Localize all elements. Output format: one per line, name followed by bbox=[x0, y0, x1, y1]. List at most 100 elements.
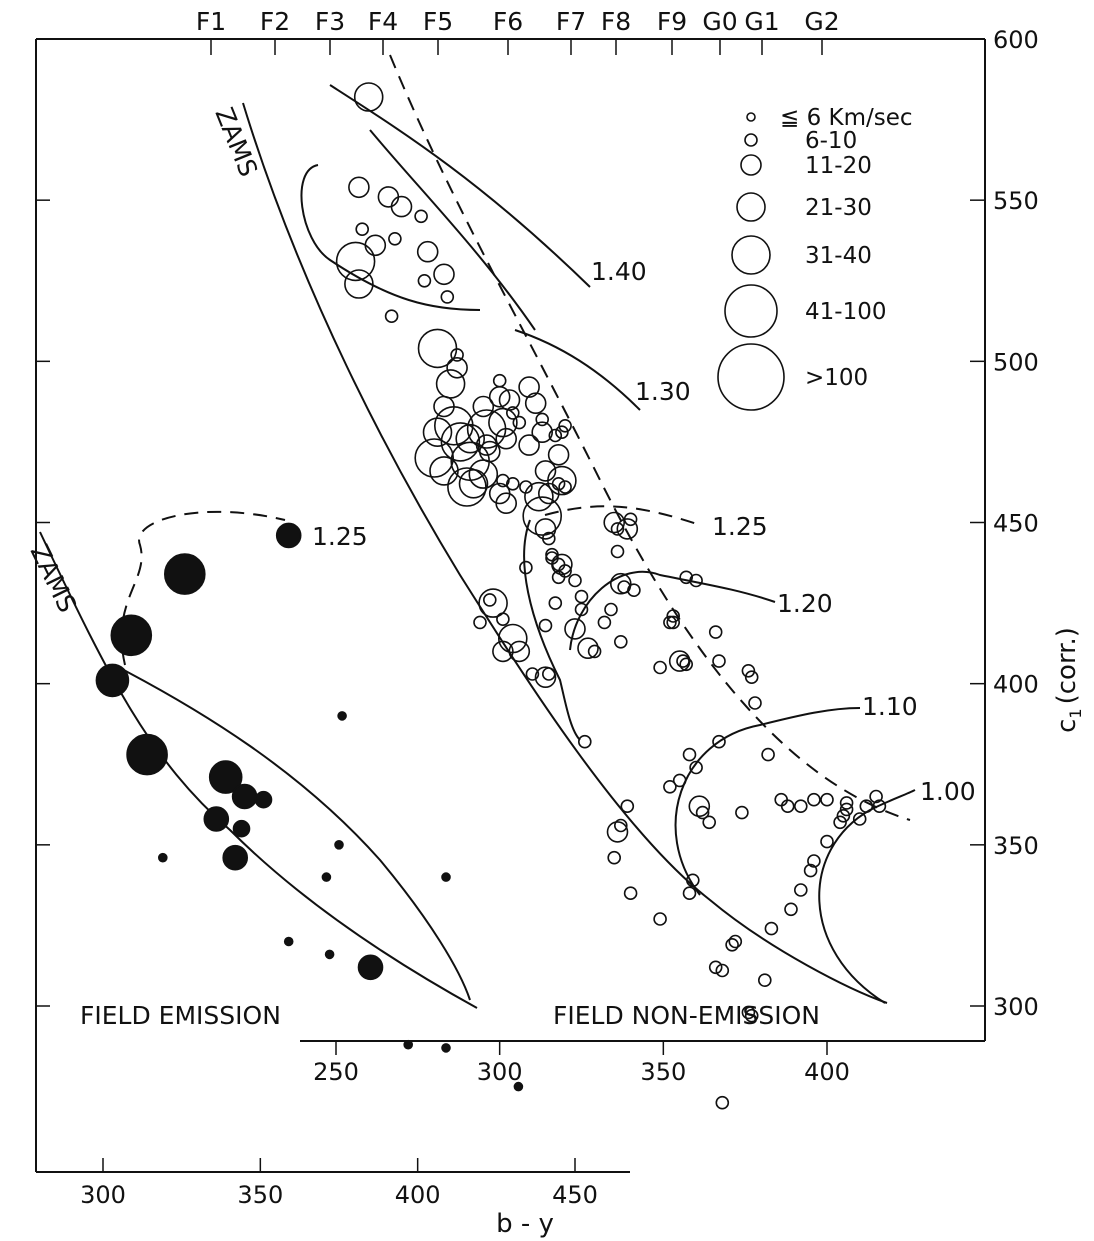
nonemission-point bbox=[522, 496, 563, 536]
y-tick-label: 500 bbox=[993, 348, 1039, 376]
region-label-nonemission: FIELD NON-EMISSION bbox=[553, 1001, 820, 1030]
nonemission-point bbox=[472, 395, 495, 418]
nonemission-point bbox=[388, 232, 402, 246]
nonemission-point bbox=[564, 618, 586, 640]
nonemission-point bbox=[741, 663, 756, 678]
emission-point bbox=[203, 806, 230, 832]
y-axis-right: 600 550 500 450 400 350 300 bbox=[36, 26, 1039, 1021]
spectral-type-label: F3 bbox=[315, 7, 345, 36]
emission-point bbox=[321, 872, 332, 882]
nonemission-point bbox=[609, 572, 632, 595]
nonemission-point bbox=[498, 389, 521, 411]
nonemission-point bbox=[682, 886, 697, 901]
nonemission-point bbox=[433, 405, 474, 446]
y-tick-label: 450 bbox=[993, 510, 1039, 538]
nonemission-point bbox=[344, 269, 374, 299]
nonemission-point bbox=[568, 573, 582, 588]
y-axis-label-rest: (corr.) bbox=[1052, 627, 1082, 704]
zams-line-emission bbox=[39, 531, 478, 1009]
nonemission-point bbox=[839, 796, 854, 810]
nonemission-point bbox=[744, 1008, 759, 1023]
y-axis-label: c1 (corr.) bbox=[1052, 627, 1085, 733]
nonemission-point bbox=[496, 612, 510, 627]
legend-label: 31-40 bbox=[805, 243, 872, 269]
nonemission-point bbox=[492, 640, 514, 663]
spectral-type-label: G2 bbox=[804, 7, 839, 36]
spectral-type-label: G0 bbox=[702, 7, 737, 36]
nonemission-point bbox=[535, 412, 550, 427]
nonemission-point bbox=[666, 615, 681, 630]
y-axis-label-sub: 1 bbox=[1066, 708, 1085, 718]
y-tick-label: 400 bbox=[993, 671, 1039, 699]
dashed-curves bbox=[120, 54, 911, 821]
contour-label-1-00: 1.00 bbox=[920, 777, 976, 806]
nonemission-point bbox=[512, 415, 527, 430]
contour-label-1-25: 1.25 bbox=[712, 512, 768, 541]
contour-1-10 bbox=[674, 707, 861, 896]
nonemission-point bbox=[820, 792, 834, 807]
nonemission-point bbox=[616, 518, 639, 540]
legend-marker bbox=[736, 192, 766, 222]
nonemission-point bbox=[676, 654, 690, 668]
nonemission-point bbox=[355, 222, 370, 236]
nonemission-point bbox=[620, 799, 635, 814]
nonemission-point bbox=[508, 640, 531, 663]
nonemission-point bbox=[518, 376, 540, 398]
nonemission-point bbox=[606, 821, 629, 843]
nonemission-point bbox=[666, 609, 681, 623]
nonemission-point bbox=[518, 434, 540, 456]
spectral-type-label: F1 bbox=[196, 7, 226, 36]
nonemission-point bbox=[682, 747, 697, 762]
legend-marker bbox=[724, 284, 778, 338]
nonemission-point bbox=[793, 799, 808, 814]
nonemission-point bbox=[587, 644, 602, 659]
legend-label: >100 bbox=[805, 365, 868, 391]
x-axis-emission: 300 350 400 450 bbox=[36, 1158, 630, 1209]
nonemission-point bbox=[390, 195, 413, 218]
nonemission-point bbox=[852, 812, 867, 826]
nonemission-point bbox=[495, 492, 518, 515]
emission-point bbox=[334, 839, 344, 850]
nonemission-point bbox=[548, 596, 563, 610]
nonemission-point bbox=[414, 438, 455, 478]
nonemission-point bbox=[597, 615, 612, 630]
x-axis-label: b - y bbox=[496, 1209, 554, 1239]
nonemission-point bbox=[610, 522, 625, 536]
nonemission-point bbox=[492, 373, 507, 388]
legend-label: 21-30 bbox=[805, 195, 872, 221]
nonemission-point bbox=[702, 815, 717, 830]
nonemission-point bbox=[725, 937, 739, 952]
nonemission-point bbox=[833, 815, 847, 830]
nonemission-point bbox=[712, 654, 726, 668]
emission-point bbox=[95, 663, 130, 698]
nonemission-point bbox=[534, 460, 557, 482]
nonemission-point bbox=[538, 618, 553, 633]
contour-label-1-20: 1.20 bbox=[777, 589, 833, 618]
nonemission-point bbox=[807, 792, 821, 807]
emission-point bbox=[337, 711, 347, 721]
region-label-emission: FIELD EMISSION bbox=[80, 1001, 281, 1030]
nonemission-point bbox=[364, 234, 387, 257]
nonemission-point bbox=[551, 570, 566, 585]
nonemission-point bbox=[712, 734, 726, 749]
contour-label-1-10: 1.10 bbox=[862, 692, 918, 721]
nonemission-point bbox=[613, 818, 628, 833]
nonemission-point bbox=[547, 443, 570, 466]
emission-point bbox=[126, 733, 168, 776]
nonemission-point bbox=[685, 873, 700, 888]
nonemission-point bbox=[715, 963, 730, 978]
nonemission-point bbox=[440, 290, 455, 304]
nonemission-point bbox=[524, 392, 547, 415]
nonemission-point bbox=[784, 902, 798, 917]
nonemission-point bbox=[416, 240, 439, 263]
spectral-type-label: G1 bbox=[744, 7, 779, 36]
nonemission-point bbox=[478, 588, 508, 618]
nonemission-point bbox=[558, 480, 572, 494]
nonemission-point bbox=[663, 615, 677, 630]
nonemission-point bbox=[551, 557, 566, 572]
contour-1-30-loop bbox=[300, 164, 481, 311]
nonemission-point bbox=[820, 834, 834, 849]
y-tick-label: 350 bbox=[993, 832, 1039, 860]
legend-label: 11-20 bbox=[805, 153, 872, 179]
